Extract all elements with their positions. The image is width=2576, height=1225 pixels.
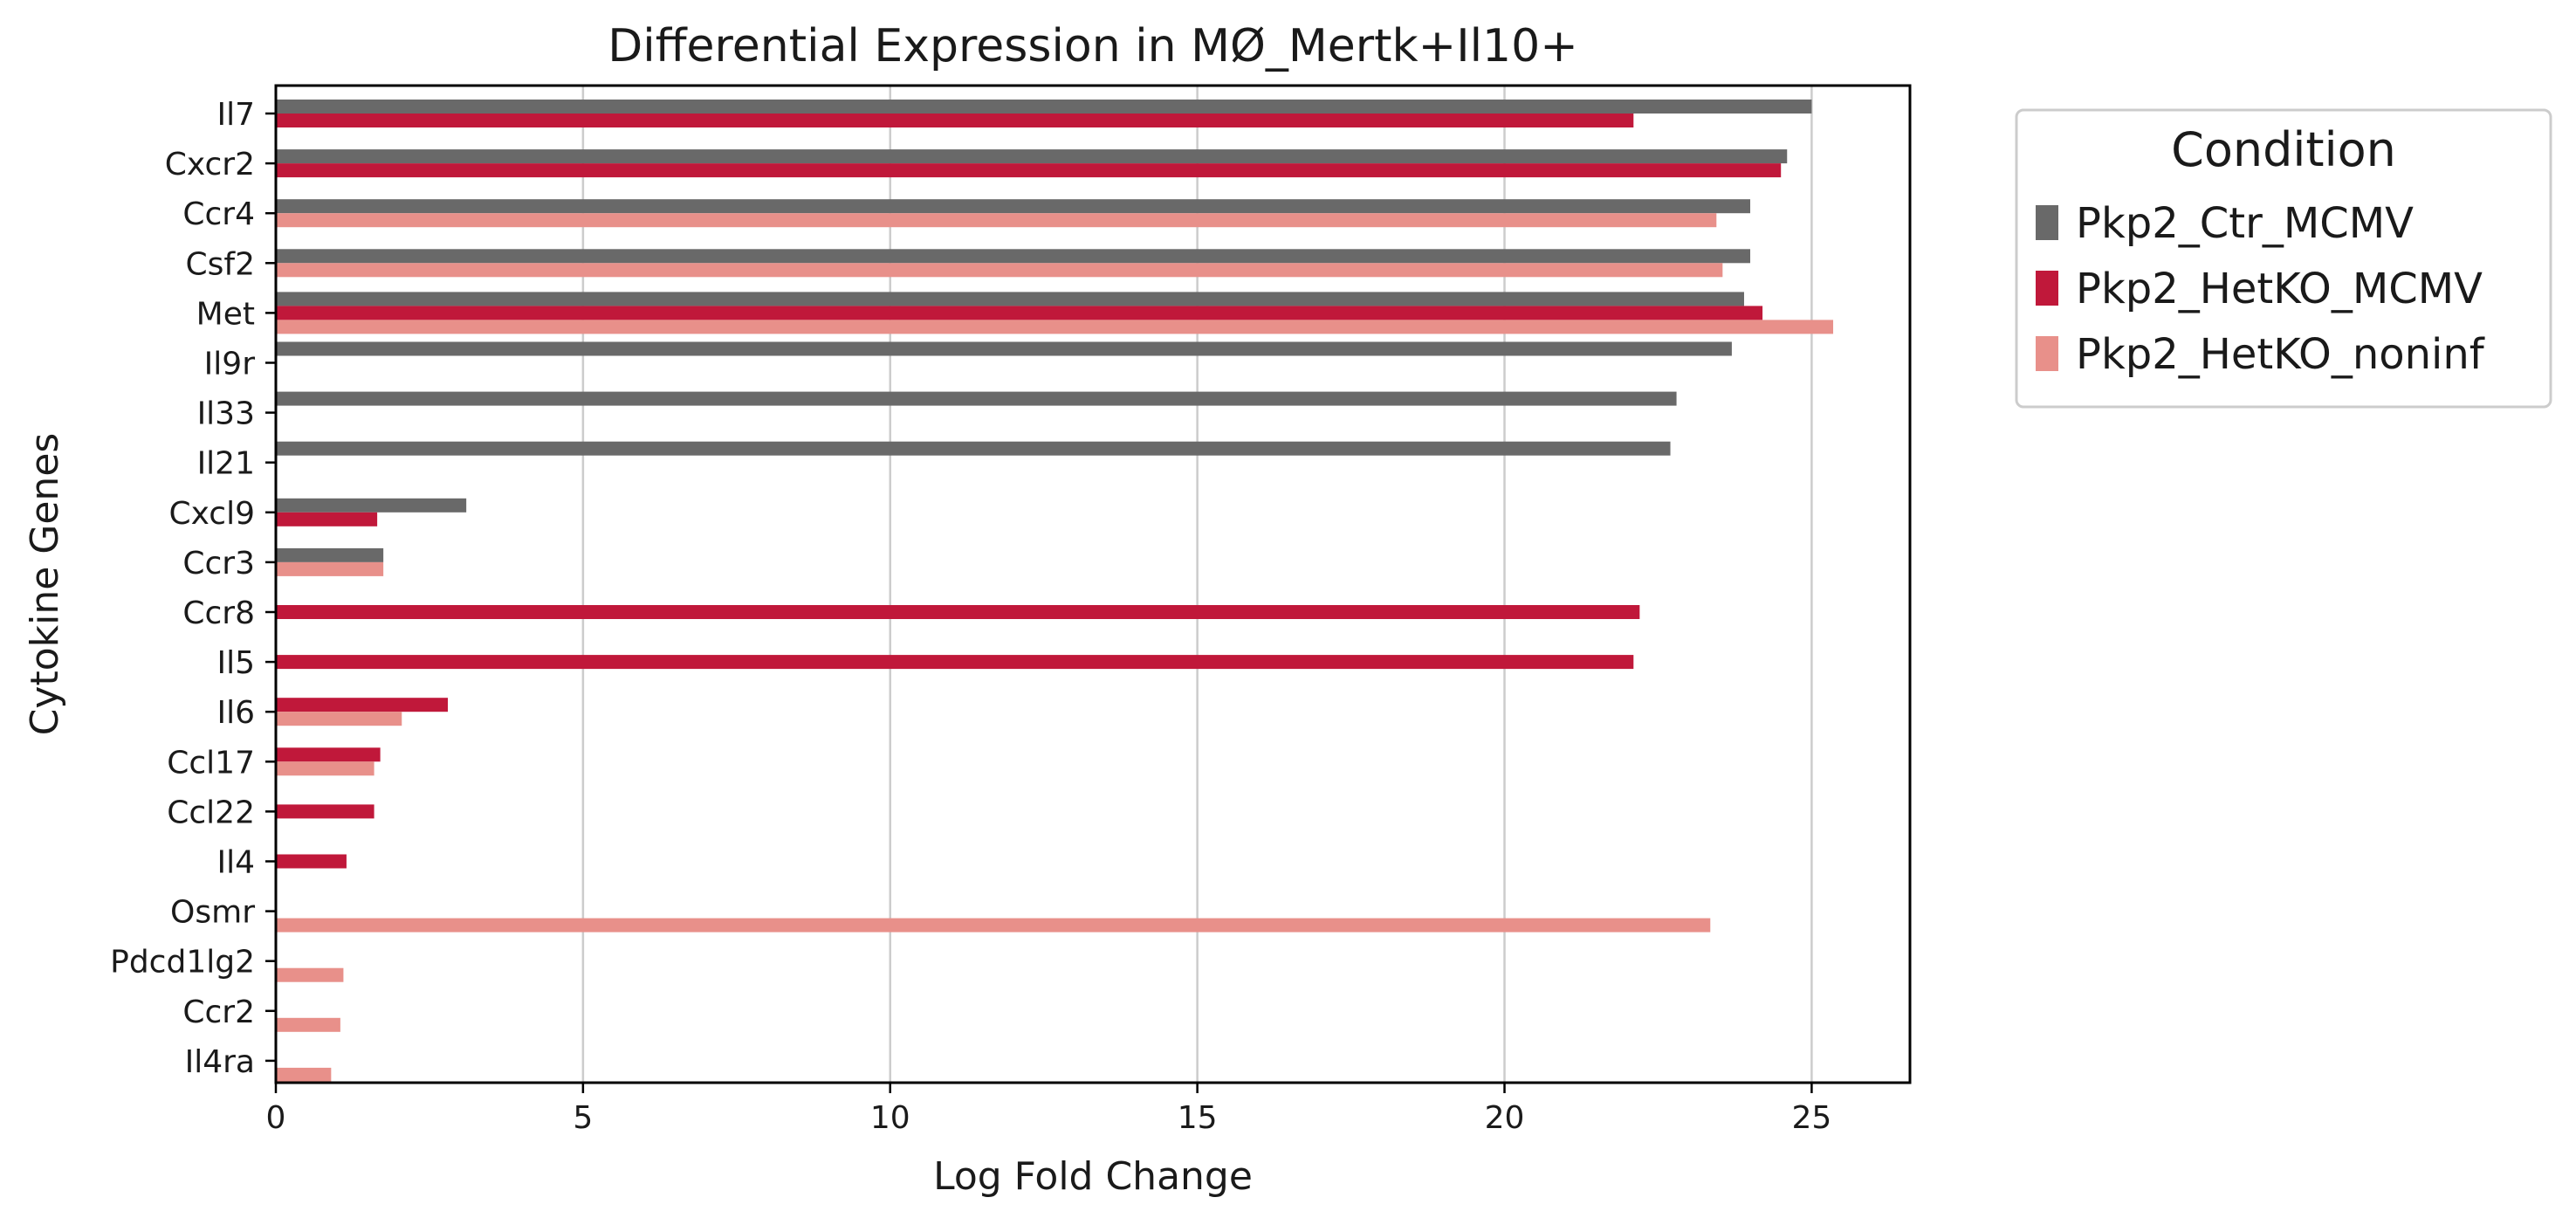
bar-ccr4-pkp2-hetko-noninf <box>276 213 1717 228</box>
bar-il21-pkp2-ctr-mcmv <box>276 441 1671 456</box>
bar-csf2-pkp2-ctr-mcmv <box>276 249 1751 264</box>
y-tick-label: Il7 <box>216 97 255 133</box>
bar-il9r-pkp2-ctr-mcmv <box>276 341 1732 356</box>
bar-ccl22-pkp2-hetko-mcmv <box>276 804 374 819</box>
x-axis-ticks: 0 5 10 15 20 25 <box>266 1083 1831 1136</box>
y-tick-label: Csf2 <box>186 246 255 282</box>
y-tick-label: Il4 <box>216 845 255 881</box>
bar-cxcr2-pkp2-hetko-mcmv <box>276 163 1782 178</box>
bar-ccl17-pkp2-hetko-mcmv <box>276 747 381 762</box>
grid-lines <box>581 86 1813 1083</box>
y-axis-label: Cytokine Genes <box>23 433 67 736</box>
x-tick-label: 5 <box>573 1100 593 1136</box>
bar-csf2-pkp2-hetko-noninf <box>276 263 1723 278</box>
x-tick-label: 15 <box>1178 1100 1218 1136</box>
y-tick-label: Ccr4 <box>182 196 255 232</box>
bar-il33-pkp2-ctr-mcmv <box>276 391 1677 406</box>
bar-ccr8-pkp2-hetko-mcmv <box>276 605 1640 619</box>
y-tick-label: Cxcr2 <box>165 147 255 182</box>
y-tick-label: Il21 <box>197 446 255 482</box>
bar-il5-pkp2-hetko-mcmv <box>276 655 1634 670</box>
bar-osmr-pkp2-hetko-noninf <box>276 918 1711 933</box>
x-tick-label: 10 <box>870 1100 910 1136</box>
y-tick-label: Met <box>196 296 255 332</box>
y-tick-label: Ccl22 <box>167 795 255 830</box>
y-tick-label: Ccr3 <box>182 546 255 582</box>
bar-ccr3-pkp2-ctr-mcmv <box>276 547 384 562</box>
legend-label: Pkp2_HetKO_noninf <box>2076 330 2485 379</box>
legend-items: Pkp2_Ctr_MCMV Pkp2_HetKO_MCMV Pkp2_HetKO_n… <box>2036 199 2485 379</box>
x-tick-label: 20 <box>1485 1100 1525 1136</box>
legend-box <box>2015 108 2552 409</box>
bar-met-pkp2-hetko-noninf <box>276 320 1834 334</box>
y-tick-label: Il33 <box>197 396 255 432</box>
bar-il7-pkp2-ctr-mcmv <box>276 100 1812 114</box>
legend-swatch <box>2036 205 2058 240</box>
legend-title: Condition <box>2171 122 2396 177</box>
y-tick-label: Il5 <box>216 645 255 681</box>
bar-cxcl9-pkp2-hetko-mcmv <box>276 512 378 526</box>
bar-cxcl9-pkp2-ctr-mcmv <box>276 498 467 513</box>
plot-frame <box>274 84 1912 1084</box>
chart-title: Differential Expression in MØ_Mertk+Il10… <box>608 20 1578 72</box>
x-axis-label: Log Fold Change <box>933 1154 1253 1199</box>
y-axis-ticks: Il7 Cxcr2 Ccr4 Csf2 Met Il9r Il33 Il21 Cxcl9 Ccr3… <box>110 97 276 1080</box>
y-tick-label: Ccl17 <box>167 745 255 781</box>
bars <box>276 100 1834 1082</box>
bar-ccl17-pkp2-hetko-noninf <box>276 761 374 776</box>
bar-ccr2-pkp2-hetko-noninf <box>276 1017 340 1032</box>
bar-met-pkp2-hetko-mcmv <box>276 306 1763 320</box>
bar-il7-pkp2-hetko-mcmv <box>276 114 1634 127</box>
legend-label: Pkp2_HetKO_MCMV <box>2076 265 2483 313</box>
bar-il6-pkp2-hetko-noninf <box>276 712 402 726</box>
y-tick-label: Ccr8 <box>182 595 255 631</box>
bar-ccr3-pkp2-hetko-noninf <box>276 561 384 576</box>
x-tick-label: 25 <box>1791 1100 1831 1136</box>
legend-swatch <box>2036 271 2058 306</box>
bar-il6-pkp2-hetko-mcmv <box>276 698 449 712</box>
y-tick-label: Il6 <box>216 695 255 731</box>
y-tick-label: Ccr2 <box>182 994 255 1030</box>
bar-ccr4-pkp2-ctr-mcmv <box>276 199 1751 214</box>
legend-swatch <box>2036 336 2058 371</box>
legend-label: Pkp2_Ctr_MCMV <box>2076 199 2414 248</box>
legend: Condition Pkp2_Ctr_MCMVPkp2_HetKO_MCMVPk… <box>2015 108 2552 409</box>
y-tick-label: Pdcd1lg2 <box>110 945 255 981</box>
bar-pdcd1lg2-pkp2-hetko-noninf <box>276 967 344 982</box>
bar-met-pkp2-ctr-mcmv <box>276 292 1744 306</box>
y-tick-label: Il9r <box>204 347 256 382</box>
y-tick-label: Il4ra <box>185 1044 255 1080</box>
bar-il4ra-pkp2-hetko-noninf <box>276 1067 332 1082</box>
x-tick-label: 0 <box>266 1100 286 1136</box>
bar-il4-pkp2-hetko-mcmv <box>276 854 347 869</box>
y-tick-label: Osmr <box>170 895 255 931</box>
bar-cxcr2-pkp2-ctr-mcmv <box>276 149 1788 164</box>
y-tick-label: Cxcl9 <box>168 496 255 532</box>
